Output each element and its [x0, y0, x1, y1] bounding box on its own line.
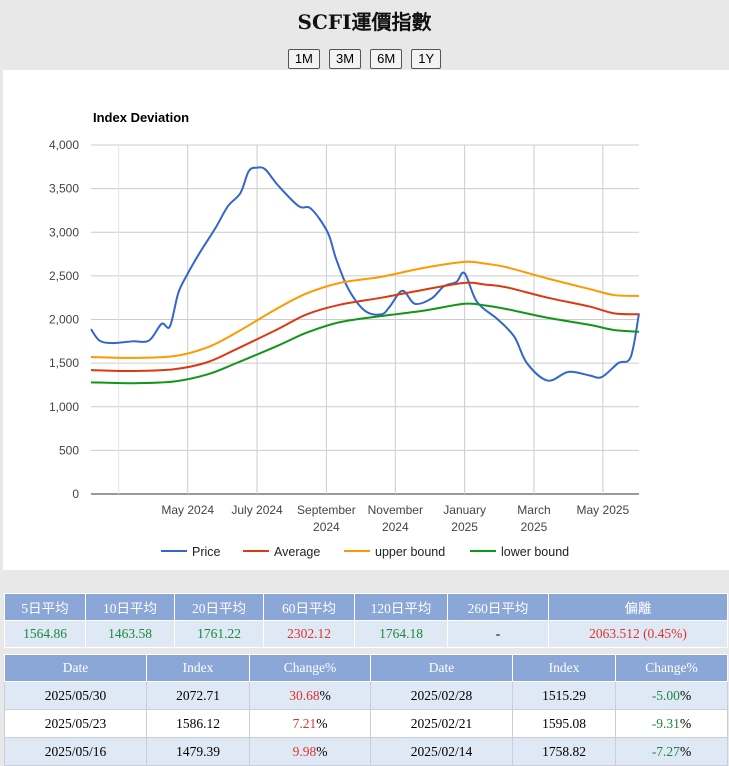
series-line-upper-bound: [90, 260, 640, 359]
change-cell: 30.68%: [249, 681, 371, 710]
index-cell: 1758.82: [512, 737, 616, 766]
stats-value: 1463.58: [85, 620, 175, 648]
history-header: Change%: [615, 654, 728, 682]
change-value: 30.68: [289, 687, 320, 703]
change-cell: -9.31%: [615, 709, 728, 738]
percent-sign: %: [679, 715, 692, 731]
history-header: Index: [146, 654, 250, 682]
percent-sign: %: [316, 715, 328, 731]
y-tick-label: 0: [72, 487, 79, 501]
x-tick-label: January: [443, 503, 486, 517]
history-header: Date: [370, 654, 513, 682]
history-header: Date: [4, 654, 147, 682]
stats-header: 10日平均: [85, 593, 175, 621]
series-line-average: [90, 281, 640, 372]
stats-header: 60日平均: [263, 593, 355, 621]
date-cell: 2025/02/14: [370, 737, 513, 766]
date-cell: 2025/02/21: [370, 709, 513, 738]
range-1y-button[interactable]: 1Y: [411, 48, 442, 69]
y-tick-label: 500: [59, 443, 79, 457]
page-title: SCFI運價指數: [297, 10, 432, 34]
series-line-lower-bound: [90, 302, 640, 385]
x-tick-label: March: [517, 503, 550, 517]
change-value: 9.98: [292, 743, 317, 759]
stats-value: 1764.18: [354, 620, 448, 648]
percent-sign: %: [319, 687, 331, 703]
index-deviation-chart: Index Deviation 4,000 3,500 3,000 2,500 2,000…: [49, 110, 640, 559]
x-tick-label: September: [297, 503, 356, 517]
y-tick-label: 3,000: [49, 225, 79, 239]
chart-title: Index Deviation: [93, 110, 189, 125]
stats-value-row: 1564.86 1463.58 1761.22 2302.12 1764.18 …: [4, 620, 728, 648]
range-selector: 1M 3M 6M 1Y: [0, 48, 729, 69]
stats-value: 1564.86: [4, 620, 86, 648]
history-table: Date Index Change% Date Index Change% 20…: [4, 654, 728, 766]
range-1m-button[interactable]: 1M: [287, 48, 320, 69]
x-tick-label: May 2025: [577, 503, 630, 517]
x-tick-label: 2024: [313, 520, 340, 534]
range-3m-button[interactable]: 3M: [328, 48, 362, 69]
stats-value: 2302.12: [263, 620, 355, 648]
date-cell: 2025/05/16: [4, 737, 147, 766]
stats-header: 20日平均: [174, 593, 264, 621]
y-tick-label: 1,500: [49, 356, 79, 370]
date-cell: 2025/05/23: [4, 709, 147, 738]
change-cell: 9.98%: [249, 737, 371, 766]
change-value: -7.27: [651, 743, 680, 759]
x-tick-label: 2025: [451, 520, 478, 534]
percent-sign: %: [679, 743, 692, 759]
stats-value: -: [447, 620, 549, 648]
stats-value: 2063.512 (0.45%): [548, 620, 728, 648]
change-value: -5.00: [651, 687, 680, 703]
legend-label: Price: [192, 545, 221, 559]
change-value: -9.31: [651, 715, 680, 731]
stats-header-row: 5日平均 10日平均 20日平均 60日平均 120日平均 260日平均 偏離: [4, 593, 728, 621]
date-cell: 2025/05/30: [4, 681, 147, 710]
chart-panel: Index Deviation 4,000 3,500 3,000 2,500 2,000…: [3, 70, 729, 570]
index-cell: 1586.12: [146, 709, 250, 738]
legend-label: upper bound: [375, 545, 445, 559]
change-cell: -7.27%: [615, 737, 728, 766]
series-line-price: [90, 166, 640, 382]
y-tick-label: 2,000: [49, 313, 79, 327]
legend-label: Average: [274, 545, 320, 559]
stats-header: 120日平均: [354, 593, 448, 621]
x-tick-label: 2024: [382, 520, 409, 534]
change-value: 7.21: [292, 715, 317, 731]
table-row: 2025/05/23 1586.12 7.21% 2025/02/21 1595…: [4, 709, 728, 738]
x-tick-label: 2025: [521, 520, 548, 534]
table-row: 2025/05/30 2072.71 30.68% 2025/02/28 151…: [4, 681, 728, 710]
change-cell: 7.21%: [249, 709, 371, 738]
legend-label: lower bound: [501, 545, 569, 559]
stats-header: 偏離: [548, 593, 728, 621]
date-cell: 2025/02/28: [370, 681, 513, 710]
range-6m-button[interactable]: 6M: [370, 48, 403, 69]
stats-value: 1761.22: [174, 620, 264, 648]
history-header-row: Date Index Change% Date Index Change%: [4, 654, 728, 682]
percent-sign: %: [679, 687, 692, 703]
index-cell: 1595.08: [512, 709, 616, 738]
x-tick-label: July 2024: [231, 503, 283, 517]
y-tick-label: 3,500: [49, 182, 79, 196]
y-tick-label: 4,000: [49, 138, 79, 152]
history-header: Change%: [249, 654, 371, 682]
stats-header: 5日平均: [4, 593, 86, 621]
y-tick-label: 2,500: [49, 269, 79, 283]
change-cell: -5.00%: [615, 681, 728, 710]
y-tick-label: 1,000: [49, 400, 79, 414]
history-header: Index: [512, 654, 616, 682]
percent-sign: %: [316, 743, 328, 759]
stats-header: 260日平均: [447, 593, 549, 621]
index-cell: 1515.29: [512, 681, 616, 710]
index-cell: 1479.39: [146, 737, 250, 766]
moving-average-table: 5日平均 10日平均 20日平均 60日平均 120日平均 260日平均 偏離 …: [4, 593, 728, 648]
x-tick-label: May 2024: [161, 503, 214, 517]
x-tick-label: November: [368, 503, 423, 517]
index-cell: 2072.71: [146, 681, 250, 710]
table-row: 2025/05/16 1479.39 9.98% 2025/02/14 1758…: [4, 737, 728, 766]
